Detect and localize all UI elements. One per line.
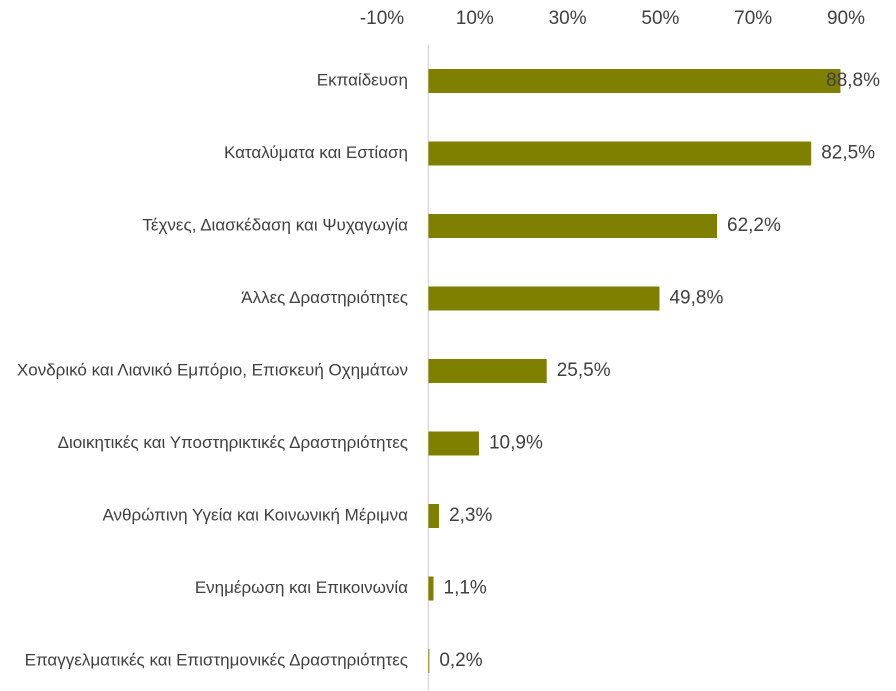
bar	[428, 214, 718, 238]
bar	[428, 576, 434, 601]
value-label: 88,8%	[826, 70, 880, 91]
value-label: 62,2%	[727, 215, 781, 236]
value-label: 49,8%	[669, 288, 723, 309]
category-label: Ανθρώπινη Υγεία και Κοινωνική Μέριμνα	[102, 505, 408, 524]
category-label: Διοικητικές και Υποστηρικτικές Δραστηριό…	[58, 433, 408, 452]
x-tick-label: 50%	[641, 8, 679, 29]
category-label: Επαγγελματικές και Επιστημονικές Δραστηρ…	[25, 650, 408, 669]
x-tick-label: -10%	[360, 8, 404, 29]
x-tick-label: 90%	[827, 8, 865, 29]
value-label: 25,5%	[557, 360, 611, 381]
value-label: 0,2%	[439, 650, 482, 671]
value-label: 2,3%	[449, 505, 492, 526]
value-label: 10,9%	[489, 433, 543, 454]
value-label: 1,1%	[444, 578, 487, 599]
bar	[428, 359, 547, 383]
x-tick-label: 30%	[549, 8, 587, 29]
category-label: Εκπαίδευση	[317, 70, 408, 89]
bar	[428, 504, 440, 528]
bar	[428, 286, 660, 311]
bar	[428, 69, 841, 93]
category-label: Άλλες Δραστηριότητες	[241, 288, 408, 307]
x-tick-label: 10%	[456, 8, 494, 29]
x-tick-label: 70%	[734, 8, 772, 29]
bar	[428, 649, 430, 673]
category-label: Ενημέρωση και Επικοινωνία	[195, 578, 408, 597]
category-label: Τέχνες, Διασκέδαση και Ψυχαγωγία	[142, 215, 408, 234]
category-label: Χονδρικό και Λιανικό Εμπόριο, Επισκευή Ο…	[17, 360, 408, 379]
bar	[428, 431, 479, 456]
category-label: Καταλύματα και Εστίαση	[224, 143, 408, 162]
value-label: 82,5%	[821, 143, 875, 164]
bar	[428, 141, 812, 166]
